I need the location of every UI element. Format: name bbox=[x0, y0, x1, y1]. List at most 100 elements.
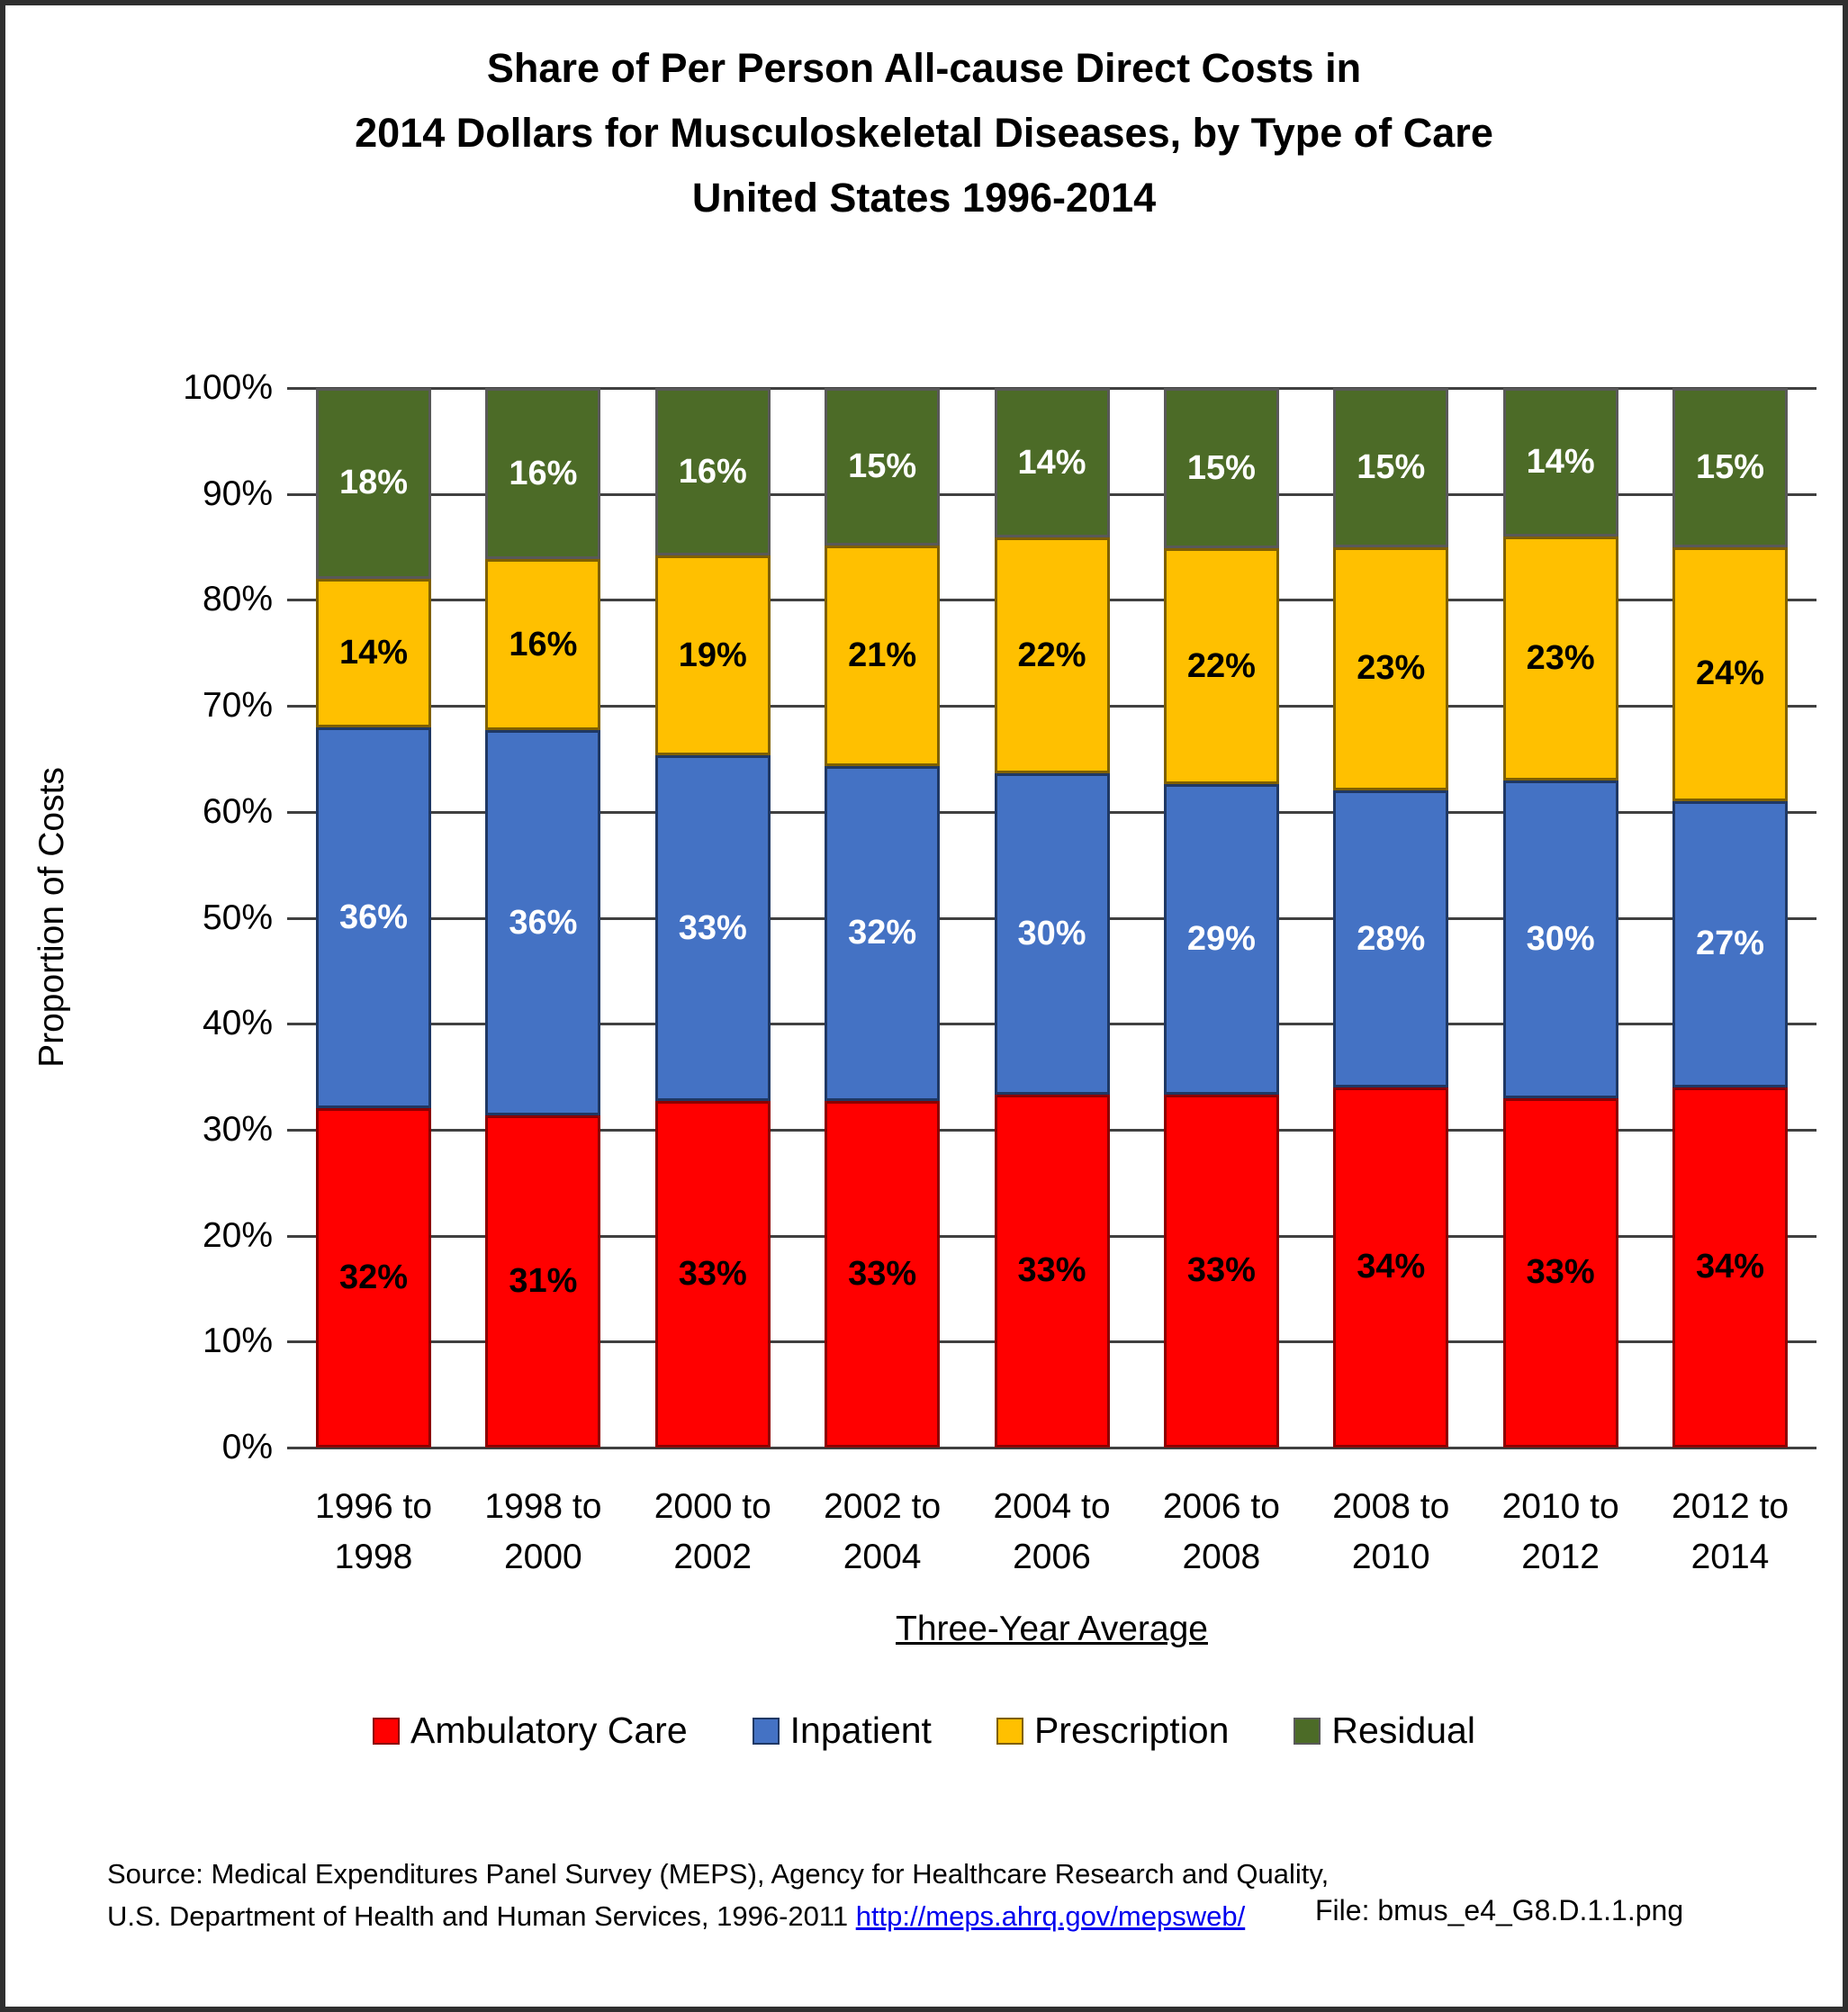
segment-ambulatory-care: 33% bbox=[1163, 1094, 1279, 1448]
value-label: 30% bbox=[1526, 919, 1595, 958]
value-label: 22% bbox=[1186, 646, 1256, 685]
value-label: 16% bbox=[678, 452, 747, 491]
segment-prescription: 16% bbox=[485, 559, 601, 731]
plot-area: 32% 36% 14% 18% 31% 36% 16% 16% 33% 33% 19% 16% 33% 3… bbox=[316, 388, 1788, 1448]
value-label: 15% bbox=[1186, 448, 1256, 487]
segment-prescription: 21% bbox=[825, 545, 941, 766]
segment-ambulatory-care: 32% bbox=[316, 1108, 431, 1448]
legend-label: Inpatient bbox=[789, 1710, 932, 1751]
segment-residual: 16% bbox=[485, 388, 601, 560]
gridline-0 bbox=[287, 1447, 1816, 1449]
value-label: 27% bbox=[1695, 925, 1765, 963]
segment-residual: 14% bbox=[1502, 388, 1618, 537]
segment-inpatient: 27% bbox=[1672, 801, 1788, 1087]
segment-inpatient: 36% bbox=[485, 730, 601, 1116]
x-tick-label-2002-to-2004: 2002 to 2004 bbox=[824, 1487, 942, 1576]
value-label: 15% bbox=[1357, 447, 1426, 486]
segment-inpatient: 29% bbox=[1163, 783, 1279, 1095]
y-tick-label-60: 60% bbox=[202, 791, 273, 831]
legend: Ambulatory Care Inpatient Prescription Resi… bbox=[5, 1710, 1843, 1752]
segment-inpatient: 28% bbox=[1333, 790, 1449, 1087]
segment-prescription: 22% bbox=[994, 537, 1110, 774]
value-label: 14% bbox=[338, 633, 409, 672]
chart-title-line2: 2014 Dollars for Musculoskeletal Disease… bbox=[355, 110, 1493, 156]
segment-prescription: 22% bbox=[1163, 548, 1279, 784]
y-tick-label-20: 20% bbox=[202, 1215, 273, 1255]
value-label: 33% bbox=[1526, 1253, 1595, 1292]
segment-ambulatory-care: 33% bbox=[994, 1094, 1110, 1448]
value-label: 22% bbox=[1017, 636, 1086, 674]
segment-inpatient: 30% bbox=[1502, 780, 1618, 1098]
segment-residual: 18% bbox=[316, 388, 431, 579]
legend-swatch-icon bbox=[1294, 1717, 1321, 1745]
segment-ambulatory-care: 33% bbox=[654, 1101, 771, 1448]
source-note-line2: U.S. Department of Health and Human Serv… bbox=[107, 1900, 1246, 1932]
value-label: 28% bbox=[1357, 919, 1426, 958]
y-tick-label-10: 10% bbox=[202, 1322, 273, 1361]
value-label: 14% bbox=[1526, 442, 1595, 481]
source-note: Source: Medical Expenditures Panel Surve… bbox=[107, 1853, 1329, 1937]
x-axis-tick-labels: 1996 to 1998 1998 to 2000 2000 to 2002 2002 to… bbox=[315, 1482, 1789, 1599]
value-label: 16% bbox=[509, 625, 578, 663]
segment-ambulatory-care: 34% bbox=[1333, 1087, 1449, 1448]
value-label: 24% bbox=[1695, 654, 1765, 693]
segment-inpatient: 30% bbox=[994, 773, 1110, 1095]
segment-prescription: 24% bbox=[1672, 546, 1788, 802]
chart-title: Share of Per Person All-cause Direct Cos… bbox=[5, 36, 1843, 230]
legend-item-inpatient: Inpatient bbox=[752, 1710, 932, 1752]
x-tick-label-2004-to-2006: 2004 to 2006 bbox=[993, 1487, 1111, 1576]
y-tick-label-80: 80% bbox=[202, 580, 273, 619]
segment-residual: 14% bbox=[994, 388, 1110, 538]
value-label: 15% bbox=[1695, 447, 1765, 486]
y-tick-label-30: 30% bbox=[202, 1109, 273, 1149]
value-label: 31% bbox=[509, 1262, 578, 1301]
source-link[interactable]: http://meps.ahrq.gov/mepsweb/ bbox=[855, 1900, 1246, 1932]
value-label: 36% bbox=[338, 898, 409, 937]
y-tick-label-90: 90% bbox=[202, 474, 273, 513]
segment-prescription: 14% bbox=[316, 578, 431, 727]
value-label: 34% bbox=[1357, 1248, 1426, 1286]
value-label: 23% bbox=[1357, 649, 1426, 688]
legend-swatch-icon bbox=[996, 1717, 1023, 1745]
x-tick-label-1998-to-2000: 1998 to 2000 bbox=[484, 1487, 602, 1576]
value-label: 33% bbox=[678, 908, 747, 947]
x-tick-label-2000-to-2002: 2000 to 2002 bbox=[654, 1487, 771, 1576]
segment-ambulatory-care: 33% bbox=[825, 1101, 941, 1448]
x-tick-label-2012-to-2014: 2012 to 2014 bbox=[1671, 1487, 1789, 1576]
value-label: 33% bbox=[678, 1255, 747, 1294]
value-label: 15% bbox=[848, 447, 917, 485]
value-label: 34% bbox=[1695, 1248, 1765, 1286]
x-axis-title: Three-Year Average bbox=[896, 1610, 1208, 1648]
segment-inpatient: 32% bbox=[825, 765, 941, 1102]
bar-2008-to-2010: 34% 28% 23% 15% bbox=[1333, 388, 1449, 1448]
file-label: File: bmus_e4_G8.D.1.1.png bbox=[1315, 1894, 1684, 1926]
value-label: 21% bbox=[848, 636, 917, 674]
x-tick-label-2006-to-2008: 2006 to 2008 bbox=[1162, 1487, 1280, 1576]
segment-inpatient: 36% bbox=[316, 726, 431, 1109]
value-label: 33% bbox=[848, 1255, 917, 1294]
y-tick-label-0: 0% bbox=[221, 1428, 273, 1466]
value-label: 32% bbox=[338, 1259, 409, 1297]
segment-inpatient: 33% bbox=[654, 754, 771, 1102]
value-label: 18% bbox=[338, 464, 409, 502]
segment-prescription: 19% bbox=[654, 555, 771, 755]
segment-prescription: 23% bbox=[1502, 536, 1618, 780]
legend-label: Ambulatory Care bbox=[410, 1710, 688, 1751]
segment-ambulatory-care: 33% bbox=[1502, 1097, 1618, 1448]
x-tick-label-1996-to-1998: 1996 to 1998 bbox=[314, 1487, 433, 1576]
y-axis-tick-labels: 0% 10% 20% 30% 40% 50% 60% 70% 80% 90% 100% bbox=[5, 368, 273, 1466]
y-tick-label-40: 40% bbox=[202, 1004, 273, 1043]
y-tick-label-50: 50% bbox=[202, 898, 273, 937]
legend-item-ambulatory-care: Ambulatory Care bbox=[373, 1710, 688, 1752]
value-label: 33% bbox=[1017, 1251, 1086, 1290]
legend-swatch-icon bbox=[373, 1717, 401, 1745]
bar-2010-to-2012: 33% 30% 23% 14% bbox=[1502, 388, 1618, 1448]
value-label: 16% bbox=[509, 454, 578, 492]
x-tick-label-2010-to-2012: 2010 to 2012 bbox=[1501, 1487, 1619, 1576]
value-label: 30% bbox=[1017, 914, 1086, 952]
y-tick-label-100: 100% bbox=[183, 368, 273, 407]
segment-ambulatory-care: 34% bbox=[1672, 1087, 1788, 1448]
bar-1996-to-1998: 32% 36% 14% 18% bbox=[316, 388, 431, 1448]
x-tick-label-2008-to-2010: 2008 to 2010 bbox=[1332, 1487, 1450, 1576]
